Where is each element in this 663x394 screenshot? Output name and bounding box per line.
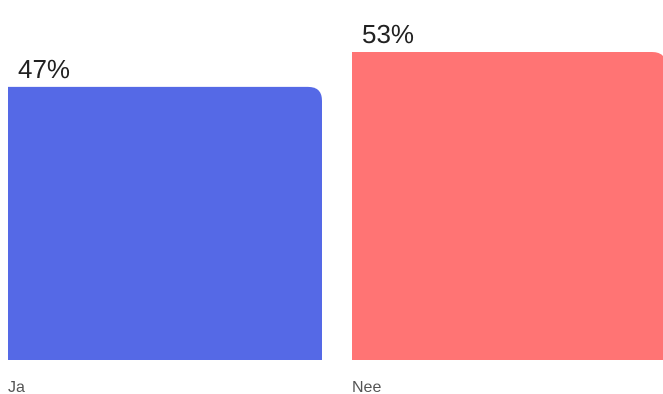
category-labels-group: Ja Nee <box>8 379 381 394</box>
category-label-ja: Ja <box>8 379 25 394</box>
bars-group <box>8 52 663 361</box>
category-label-nee: Nee <box>352 379 381 394</box>
value-label-nee: 53% <box>362 19 414 49</box>
value-labels-group: 47% 53% <box>18 19 414 84</box>
bar-ja <box>8 86 322 361</box>
bar-nee <box>352 52 663 360</box>
value-label-ja: 47% <box>18 54 70 84</box>
